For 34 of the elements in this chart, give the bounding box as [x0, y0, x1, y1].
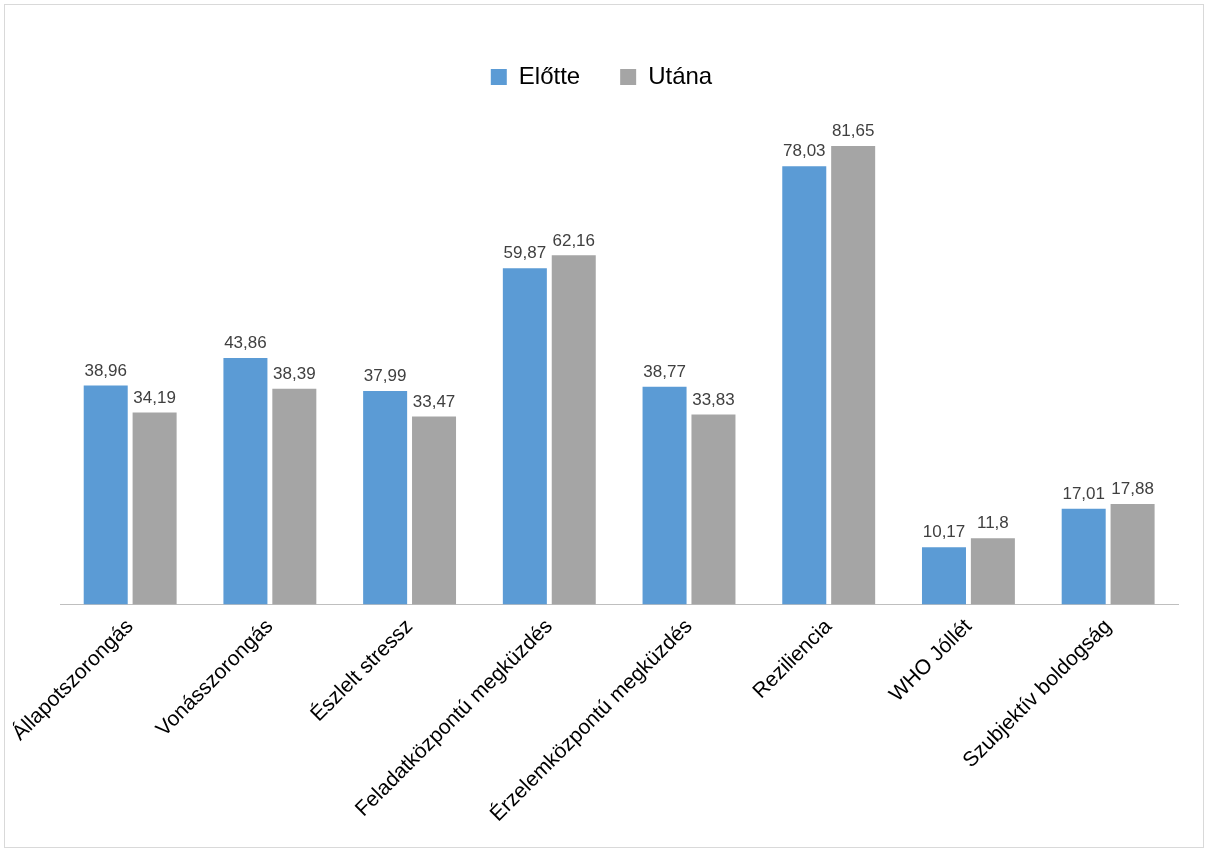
bar — [921, 547, 966, 605]
bar — [551, 255, 596, 605]
data-label: 11,8 — [976, 513, 1009, 533]
data-label: 17,01 — [1062, 484, 1105, 504]
data-label: 78,03 — [783, 141, 826, 161]
bar — [412, 416, 457, 605]
bar — [970, 538, 1015, 605]
data-label: 38,96 — [84, 360, 127, 380]
bar — [782, 166, 827, 605]
data-label: 38,39 — [273, 364, 316, 383]
data-label: 17,88 — [1111, 479, 1154, 499]
data-label: 38,77 — [643, 361, 686, 381]
bar — [691, 414, 736, 605]
bar — [502, 268, 547, 605]
bar — [223, 358, 268, 605]
data-label: 33,47 — [412, 391, 456, 411]
data-label: 81,65 — [831, 121, 875, 141]
bar — [1110, 503, 1155, 605]
bar — [83, 385, 128, 605]
data-label: 43,86 — [224, 333, 267, 353]
bar — [363, 391, 408, 605]
data-label: 37,99 — [363, 366, 407, 386]
data-label: 10,17 — [922, 522, 966, 542]
bar — [831, 145, 876, 605]
data-label: 59,87 — [503, 243, 547, 263]
bar — [272, 388, 317, 605]
data-label: 34,19 — [133, 387, 176, 407]
legend-label: Utána — [648, 61, 713, 89]
data-label: 62,16 — [552, 230, 596, 250]
legend-label: Előtte — [518, 61, 581, 89]
bar — [1061, 508, 1106, 605]
bar — [132, 412, 177, 605]
bar — [642, 386, 687, 605]
data-label: 33,83 — [692, 389, 735, 409]
